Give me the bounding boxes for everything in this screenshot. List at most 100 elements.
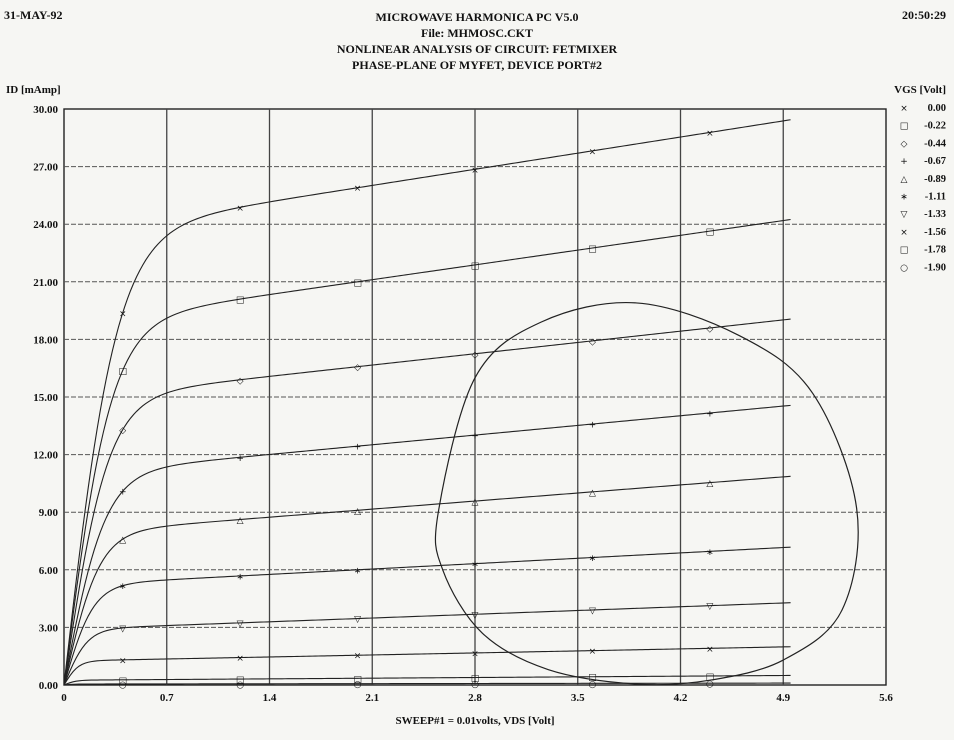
data-point-marker: + (706, 409, 714, 419)
date-label: 31-MAY-92 (4, 8, 63, 22)
series-line (63, 218, 791, 686)
file-label: File: MHMOSC.CKT (421, 26, 533, 40)
data-point-marker: □ (471, 261, 480, 271)
x-tick-label: 1.4 (263, 692, 277, 704)
data-point-marker: □ (118, 676, 127, 686)
legend-marker: ∗ (900, 193, 908, 203)
legend-item: -0.67 (924, 156, 946, 167)
data-point-marker: + (589, 421, 597, 431)
y-tick-label: 3.00 (39, 622, 59, 634)
data-point-marker: × (236, 654, 244, 664)
legend-marker: ◇ (901, 139, 908, 149)
y-tick-label: 0.00 (39, 680, 59, 692)
chart-title: PHASE-PLANE OF MYFET, DEVICE PORT#2 (352, 58, 602, 72)
data-point-marker: ○ (588, 680, 596, 690)
data-point-marker: × (236, 204, 244, 214)
data-point-marker: ▽ (589, 606, 596, 616)
y-tick-label: 24.00 (33, 219, 58, 231)
data-point-marker: ◇ (472, 350, 479, 360)
legend-item: -1.90 (924, 262, 946, 273)
data-point-marker: ○ (119, 680, 127, 690)
x-tick-label: 2.1 (365, 692, 379, 704)
x-tick-label: 0 (61, 692, 67, 704)
series-line (63, 602, 791, 686)
data-point-marker: ○ (471, 680, 479, 690)
legend-marker: □ (900, 246, 909, 256)
legend-item: -1.11 (925, 192, 946, 203)
y-tick-label: 21.00 (33, 277, 58, 289)
legend-marker: △ (901, 175, 908, 185)
data-point-marker: ∗ (119, 582, 127, 592)
legend-item: 0.00 (928, 103, 946, 114)
data-point-marker: ▽ (237, 619, 244, 629)
y-tick-label: 27.00 (33, 162, 58, 174)
y-tick-label: 15.00 (33, 392, 58, 404)
data-point-marker: □ (353, 278, 362, 288)
data-point-marker: × (354, 184, 362, 194)
y-axis-title: ID [mAmp] (6, 84, 61, 96)
x-axis-title: SWEEP#1 = 0.01volts, VDS [Volt] (395, 715, 554, 727)
data-point-marker: □ (353, 675, 362, 685)
data-point-marker: □ (471, 674, 480, 684)
data-point-marker: ▽ (119, 624, 126, 634)
y-tick-label: 18.00 (33, 334, 58, 346)
x-tick-label: 4.9 (776, 692, 790, 704)
data-point-marker: △ (706, 479, 713, 489)
data-point-marker: ∗ (236, 572, 244, 582)
data-point-marker: × (706, 129, 714, 139)
analysis-label: NONLINEAR ANALYSIS OF CIRCUIT: FETMIXER (336, 42, 618, 56)
data-point-marker: □ (588, 673, 597, 683)
legend-title: VGS [Volt] (894, 84, 946, 96)
data-point-marker: ○ (236, 680, 244, 690)
data-point-marker: × (471, 649, 479, 659)
data-point-marker: □ (118, 367, 127, 377)
series-line (63, 318, 791, 686)
data-point-marker: ○ (354, 680, 362, 690)
legend-item: -0.89 (924, 174, 946, 185)
series-line (63, 682, 791, 686)
data-point-marker: × (354, 652, 362, 662)
data-point-marker: □ (588, 245, 597, 255)
data-point-marker: ∗ (354, 566, 362, 576)
data-point-marker: □ (236, 296, 245, 306)
data-point-marker: □ (706, 672, 715, 682)
x-tick-label: 3.5 (571, 692, 585, 704)
legend-item: -0.22 (924, 121, 946, 132)
data-point-marker: ◇ (354, 363, 361, 373)
data-point-marker: × (589, 147, 597, 157)
legend-marker: × (900, 228, 908, 238)
data-point-marker: ◇ (706, 324, 713, 334)
x-tick-label: 0.7 (160, 692, 174, 704)
data-point-marker: ○ (706, 680, 714, 690)
data-point-marker: △ (589, 488, 596, 498)
time-label: 20:50:29 (902, 8, 946, 22)
legend-item: -1.56 (924, 227, 946, 238)
legend-marker: □ (900, 122, 909, 132)
y-tick-label: 12.00 (33, 450, 58, 462)
y-tick-label: 9.00 (39, 507, 59, 519)
data-point-marker: ◇ (237, 376, 244, 386)
load-line-loop (434, 301, 859, 686)
data-point-marker: △ (237, 516, 244, 526)
data-point-marker: ▽ (706, 602, 713, 612)
legend-marker: ○ (900, 263, 908, 273)
data-point-marker: △ (354, 507, 361, 517)
data-point-marker: ∗ (706, 548, 714, 558)
data-point-marker: □ (236, 676, 245, 686)
data-point-marker: + (354, 443, 362, 453)
series-line (63, 119, 791, 686)
data-point-marker: × (589, 647, 597, 657)
data-point-marker: + (471, 432, 479, 442)
app-title: MICROWAVE HARMONICA PC V5.0 (375, 10, 579, 24)
y-tick-label: 30.00 (33, 104, 58, 116)
data-point-marker: × (119, 656, 127, 666)
legend-item: -1.78 (924, 245, 946, 256)
data-point-marker: ◇ (589, 337, 596, 347)
data-point-marker: × (471, 166, 479, 176)
series-line (63, 674, 791, 686)
legend-marker: ▽ (901, 210, 908, 220)
data-point-marker: + (236, 454, 244, 464)
x-tick-label: 2.8 (468, 692, 482, 704)
data-point-marker: ∗ (589, 554, 597, 564)
